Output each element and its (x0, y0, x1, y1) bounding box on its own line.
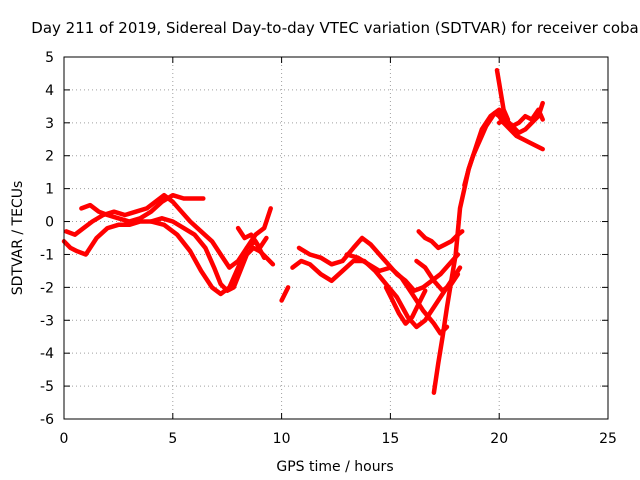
series-line-4 (235, 225, 269, 251)
series-line-5 (279, 285, 291, 303)
y-tick-label: 5 (45, 50, 54, 66)
series-line-3 (148, 219, 267, 297)
chart-title: Day 211 of 2019, Sidereal Day-to-day VTE… (31, 19, 638, 37)
grid-lines (64, 57, 608, 419)
series-line-2 (79, 192, 206, 224)
y-tick-labels: -6 -5 -4 -3 -2 -1 0 1 2 3 4 5 (40, 50, 54, 428)
x-axis-label: GPS time / hours (276, 459, 393, 475)
series-line-12 (431, 110, 545, 395)
y-tick-label: 3 (45, 116, 54, 132)
x-tick-label: 5 (168, 431, 177, 447)
y-tick-label: 0 (45, 215, 54, 231)
y-tick-label: 1 (45, 182, 54, 198)
y-tick-label: -1 (40, 247, 54, 263)
y-tick-label: -5 (40, 379, 54, 395)
axis-ticks (63, 56, 609, 420)
y-tick-label: 4 (45, 83, 54, 99)
x-tick-label: 15 (381, 431, 399, 447)
y-tick-label: -4 (40, 346, 54, 362)
series-line-6 (290, 258, 463, 330)
x-tick-label: 20 (490, 431, 508, 447)
y-axis-label: SDTVAR / TECUs (10, 181, 26, 296)
series-group (61, 67, 545, 395)
y-tick-label: 2 (45, 149, 54, 165)
plot-frame (63, 56, 609, 420)
series-line-14 (494, 67, 511, 122)
y-tick-label: -3 (40, 313, 54, 329)
series-line-15 (496, 100, 545, 135)
series-line-9 (383, 285, 428, 326)
x-tick-label: 25 (599, 431, 617, 447)
y-tick-label: -2 (40, 280, 54, 296)
series-line-8 (344, 252, 450, 336)
series-line-0 (61, 216, 276, 293)
x-tick-label: 0 (60, 431, 69, 447)
y-tick-label: -6 (40, 412, 54, 428)
series-line-13 (462, 107, 545, 188)
x-tick-labels: 0 5 10 15 20 25 (60, 431, 617, 447)
x-tick-label: 10 (273, 431, 291, 447)
